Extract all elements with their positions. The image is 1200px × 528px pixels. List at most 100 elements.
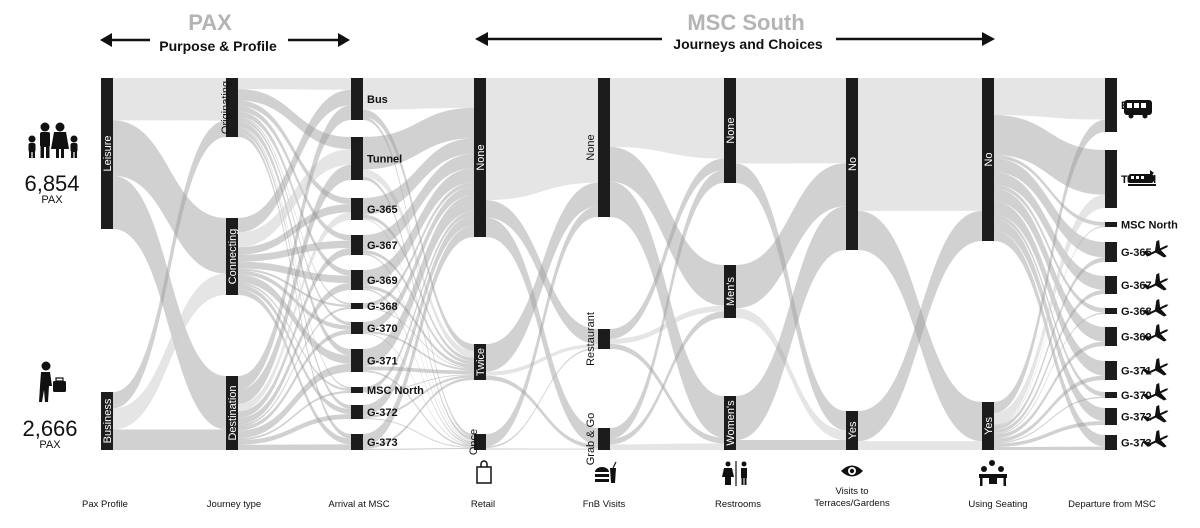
flow-seating-yes-to-departure-g-371	[994, 375, 1105, 443]
flow-arrival-bus-to-retail-once	[363, 116, 474, 438]
flow-restrooms-mens-to-terraces-yes	[736, 308, 846, 441]
flow-profile-leisure-to-journey-destination	[113, 175, 226, 430]
node-arrival-tunnel	[351, 137, 363, 180]
flow-restrooms-none-to-terraces-no	[736, 78, 846, 164]
flow-arrival-g-371-to-retail-none	[363, 195, 474, 367]
airplane-icon	[1142, 429, 1169, 448]
node-departure-g-368	[1105, 308, 1117, 314]
flow-journey-connecting-to-arrival-msc-north	[238, 282, 351, 391]
flow-arrival-g-369-to-retail-none	[363, 168, 474, 286]
profile-label-leisure: Leisure	[102, 135, 114, 171]
restrooms-label-womens: Women's	[725, 400, 737, 446]
flow-journey-connecting-to-arrival-g-373	[238, 289, 351, 445]
node-departure-g-370	[1105, 392, 1117, 398]
flow-journey-connecting-to-arrival-g-365	[238, 204, 351, 255]
departure-label-g-372: G-372	[1121, 412, 1152, 424]
terraces-label-no: No	[847, 157, 859, 171]
node-retail-once	[474, 434, 486, 450]
column-label-arrival-at-msc: Arrival at MSC	[328, 499, 389, 510]
eye-icon	[841, 465, 863, 477]
node-departure-g-369	[1105, 327, 1117, 346]
flow-seating-yes-to-departure-g-365	[994, 257, 1105, 430]
flow-journey-destination-to-arrival-g-370	[238, 329, 351, 431]
flow-terraces-no-to-seating-no	[858, 78, 982, 211]
fnb-label-restaurant: Restaurant	[585, 312, 597, 366]
flow-journey-originating-to-arrival-g-368	[238, 116, 351, 305]
departure-label-g-371: G-371	[1121, 366, 1152, 378]
flow-journey-connecting-to-arrival-g-370	[238, 270, 351, 330]
node-retail-none	[474, 78, 486, 237]
flow-terraces-yes-to-seating-yes	[858, 441, 982, 450]
node-departure-tunnel	[1105, 150, 1117, 208]
flow-journey-originating-to-arrival-g-371	[238, 121, 351, 356]
flow-seating-no-to-departure-g-369	[994, 188, 1105, 342]
flow-fnb-restaurant-to-restrooms-none	[610, 158, 724, 339]
node-departure-g-365	[1105, 242, 1117, 262]
flow-seating-yes-to-departure-bus	[994, 119, 1105, 413]
node-arrival-g-369	[351, 270, 363, 290]
leisure-pax-unit: PAX	[41, 194, 63, 206]
seating-label-no: No	[983, 152, 995, 166]
flow-arrival-g-365-to-retail-none	[363, 138, 474, 215]
journey-label-originating: Originating	[220, 81, 232, 134]
node-restrooms-mens	[724, 265, 736, 318]
flow-journey-originating-to-arrival-g-372	[238, 129, 351, 409]
node-arrival-g-368	[351, 303, 363, 309]
flow-fnb-grab-and-go-to-restrooms-none	[610, 170, 724, 439]
node-arrival-g-373	[351, 434, 363, 450]
flow-arrival-g-369-to-retail-once	[363, 288, 474, 445]
flow-retail-twice-to-fnb-restaurant	[486, 344, 598, 376]
arrival-label-g-372: G-372	[367, 407, 398, 419]
restroom-icon	[722, 461, 747, 486]
arrival-label-g-369: G-369	[367, 275, 398, 287]
flow-seating-yes-to-departure-msc-north	[994, 225, 1105, 426]
flow-terraces-no-to-seating-yes	[858, 210, 982, 442]
node-arrival-g-370	[351, 322, 363, 334]
flow-journey-connecting-to-arrival-g-372	[238, 284, 351, 415]
flow-arrival-g-370-to-retail-once	[363, 333, 474, 446]
flow-retail-once-to-fnb-restaurant	[486, 347, 598, 449]
flow-journey-destination-to-arrival-g-372	[238, 414, 351, 445]
flow-journey-originating-to-arrival-msc-north	[238, 127, 351, 389]
flow-seating-no-to-departure-g-373	[994, 230, 1105, 447]
business-total: 2,666 PAX	[22, 361, 78, 451]
pax-title: PAX	[188, 10, 232, 35]
node-departure-bus	[1105, 78, 1117, 132]
flow-journey-originating-to-arrival-bus	[238, 78, 351, 90]
profile-label-business: Business	[102, 398, 114, 443]
arrival-label-g-365: G-365	[367, 204, 398, 216]
flow-fnb-grab-and-go-to-restrooms-womens	[610, 443, 724, 450]
restrooms-label-none: None	[725, 117, 737, 143]
train-icon	[1128, 170, 1156, 186]
flow-seating-yes-to-departure-g-372	[994, 421, 1105, 447]
flow-arrival-g-372-to-retail-once	[363, 417, 474, 448]
seating-label-yes: Yes	[983, 417, 995, 435]
flow-journey-connecting-to-arrival-g-367	[238, 240, 351, 262]
node-departure-g-367	[1105, 276, 1117, 294]
flow-restrooms-none-to-terraces-yes	[736, 163, 846, 431]
flow-fnb-restaurant-to-restrooms-womens	[610, 343, 724, 444]
flow-seating-no-to-departure-g-367	[994, 172, 1105, 290]
restrooms-label-mens: Men's	[725, 277, 737, 306]
node-fnb-restaurant	[598, 329, 610, 349]
flow-retail-once-to-fnb-none	[486, 206, 598, 447]
msc-header: MSC South Journeys and Choices	[475, 10, 995, 52]
flows	[113, 78, 1105, 450]
arrival-label-g-371: G-371	[367, 356, 398, 368]
arrival-label-g-370: G-370	[367, 323, 398, 335]
flow-arrival-g-365-to-retail-once	[363, 218, 474, 442]
flow-fnb-none-to-restrooms-womens	[610, 181, 724, 438]
business-pax-unit: PAX	[39, 439, 61, 451]
flow-fnb-grab-and-go-to-restrooms-mens	[610, 311, 724, 445]
arrival-label-tunnel: Tunnel	[367, 154, 402, 166]
traveler-icon	[39, 361, 66, 402]
column-label-using-seating: Using Seating	[968, 499, 1027, 510]
node-departure-g-371	[1105, 361, 1117, 380]
departure-label-g-365: G-365	[1121, 247, 1152, 259]
column-label-fnb-visits: FnB Visits	[583, 499, 626, 510]
airplane-icon	[1142, 357, 1169, 376]
column-label-journey-type: Journey type	[207, 499, 261, 510]
flow-retail-none-to-fnb-restaurant	[486, 200, 598, 345]
retail-label-none: None	[475, 144, 487, 170]
